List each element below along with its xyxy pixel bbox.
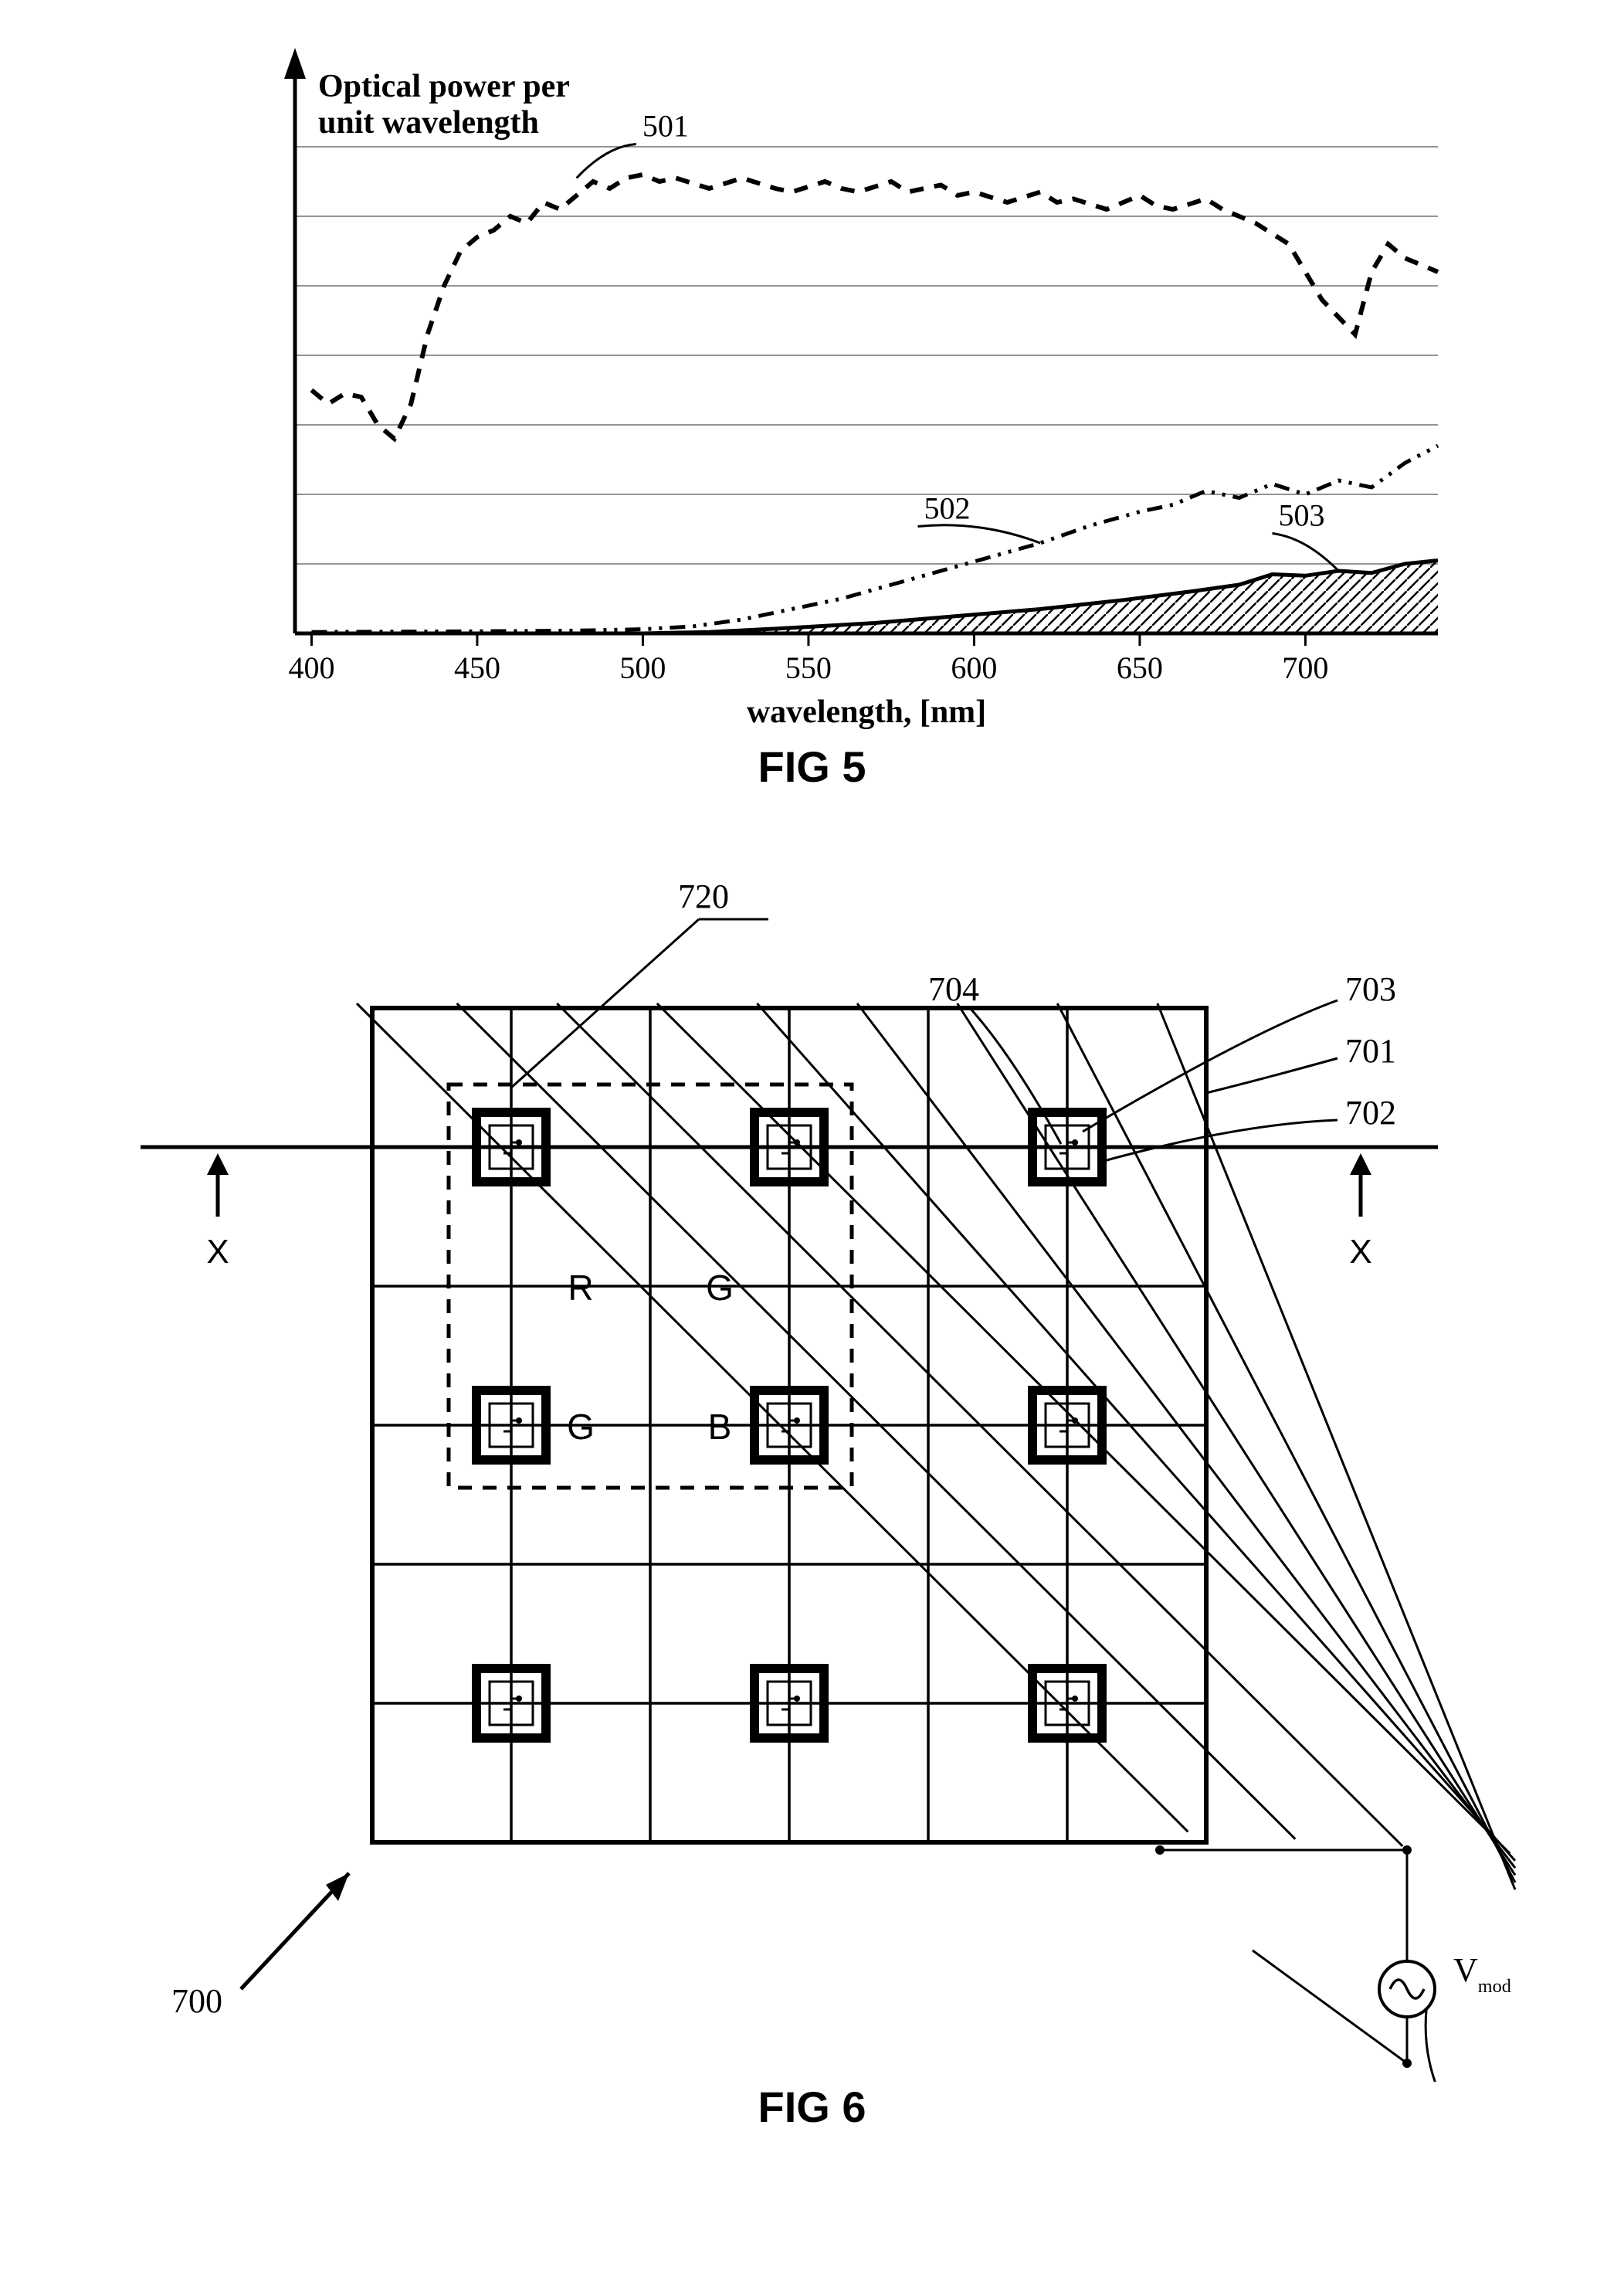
figure-6: R G G B X X Vmod 720 703 701 702 704 700 705 FIG 6 — [93, 884, 1531, 2132]
fig5-caption-text: FIG 5 — [758, 742, 866, 791]
y-axis-title-1: Optical power per — [318, 69, 570, 104]
ref-702: 702 — [1345, 1094, 1396, 1132]
via-dot — [516, 1696, 522, 1702]
leader-705 — [1426, 2008, 1438, 2082]
series-label-502: 502 — [924, 491, 970, 526]
section-x-label: X — [1349, 1233, 1371, 1271]
y-axis-arrow — [284, 48, 306, 79]
x-tick-label: 400 — [288, 650, 334, 685]
leader-720 — [511, 919, 699, 1088]
ref-700: 700 — [171, 1982, 222, 2020]
node-dot — [1155, 1845, 1165, 1855]
x-axis-title: wavelength, [nm] — [746, 694, 985, 730]
ref-704: 704 — [928, 970, 979, 1008]
ref-705: 705 — [1438, 2075, 1489, 2082]
leader-501 — [576, 144, 636, 178]
via-dot — [516, 1417, 522, 1424]
leader-502 — [917, 525, 1040, 543]
leader-702 — [1098, 1120, 1338, 1163]
node-dot — [1402, 1845, 1412, 1855]
pixel-G2: G — [567, 1407, 595, 1447]
x-tick-label: 700 — [1282, 650, 1328, 685]
leader-704 — [970, 1008, 1061, 1144]
fig6-caption: FIG 6 — [93, 2082, 1531, 2132]
via-dot — [1072, 1139, 1078, 1146]
series-label-501: 501 — [642, 109, 688, 144]
figure-5: Optical power perunit wavelength 400 450 50… — [93, 46, 1531, 792]
section-x-label: X — [206, 1233, 229, 1271]
diagonal-line — [357, 1003, 1188, 1831]
via-dot — [794, 1696, 800, 1702]
diagonal-line — [757, 1003, 1515, 1861]
via-dot — [794, 1417, 800, 1424]
x-tick-label: 600 — [951, 650, 997, 685]
via-dot — [1072, 1696, 1078, 1702]
series-label-503: 503 — [1278, 498, 1324, 533]
via-dot — [794, 1139, 800, 1146]
diagonal-line — [957, 1003, 1514, 1876]
fig5-caption: FIG 5 — [93, 742, 1531, 792]
section-arrowhead — [1350, 1153, 1371, 1175]
leader-703 — [1083, 1000, 1338, 1132]
x-tick-label: 550 — [785, 650, 831, 685]
x-tick-label: 500 — [619, 650, 666, 685]
node-dot — [1402, 2059, 1412, 2068]
section-arrowhead — [207, 1153, 229, 1175]
diagonal-line — [857, 1003, 1515, 1868]
ref-703: 703 — [1345, 970, 1396, 1008]
leader-701 — [1206, 1058, 1338, 1093]
fig6-caption-text: FIG 6 — [758, 2083, 866, 2131]
pixel-R: R — [568, 1268, 593, 1308]
via-dot — [516, 1139, 522, 1146]
x-tick-label: 650 — [1116, 650, 1162, 685]
leader-503 — [1272, 534, 1338, 572]
y-axis-title-2: unit wavelength — [318, 105, 539, 141]
x-tick-label: 450 — [453, 650, 500, 685]
diagonal-line — [1057, 1003, 1515, 1882]
ref-720: 720 — [678, 884, 729, 915]
pixel-B: B — [707, 1407, 731, 1447]
via-dot — [1072, 1417, 1078, 1424]
pixel-G1: G — [706, 1268, 734, 1308]
fig5-chart: Optical power perunit wavelength 400 450 50… — [156, 46, 1469, 742]
ref-701: 701 — [1345, 1032, 1396, 1070]
fig6-diagram: R G G B X X Vmod 720 703 701 702 704 700 705 — [94, 884, 1531, 2082]
series-501-line — [311, 175, 1438, 439]
vmod-label: Vmod — [1453, 1951, 1511, 1997]
